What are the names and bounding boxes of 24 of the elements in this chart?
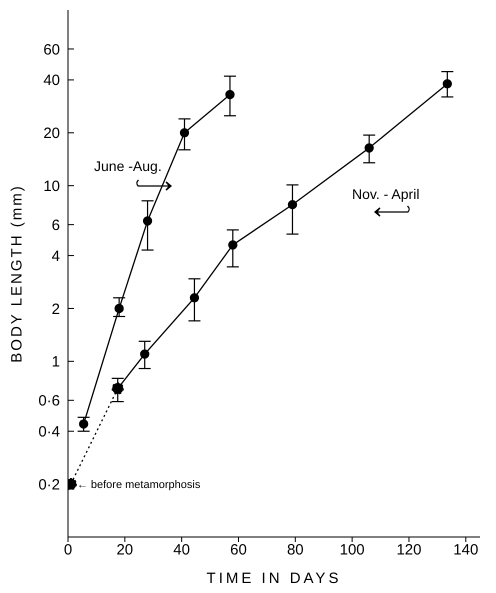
y-tick-label: 10	[43, 178, 60, 195]
x-tick-label: 80	[286, 542, 304, 559]
x-tick-label: 100	[340, 542, 365, 559]
y-tick-label: 60	[43, 41, 60, 58]
y-tick-label: 0·4	[38, 424, 60, 441]
annotation: ← before metamorphosis	[76, 479, 201, 492]
x-tick-label: 0	[64, 542, 72, 559]
y-axis-title: BODY LENGTH (mm)	[8, 184, 26, 363]
series-label: June -Aug.	[94, 158, 162, 174]
x-tick-label: 20	[116, 542, 134, 559]
x-tick-label: 40	[173, 542, 190, 559]
y-tick-label: 2	[52, 300, 60, 318]
x-axis-title: TIME IN DAYS	[206, 570, 342, 587]
y-tick-label: 0·2	[38, 476, 60, 494]
x-tick-label: 60	[230, 542, 247, 559]
y-tick-label: 20	[43, 125, 60, 142]
y-tick-label: 6	[52, 216, 60, 234]
x-tick-label: 120	[396, 542, 422, 559]
y-tick-label: 1	[52, 354, 60, 371]
y-tick-label: 4	[52, 248, 60, 265]
x-tick-label: 140	[453, 542, 478, 559]
y-tick-label: 0·6	[38, 392, 60, 410]
y-tick-label: 40	[43, 72, 60, 90]
series-label: Nov. - April	[352, 186, 420, 202]
